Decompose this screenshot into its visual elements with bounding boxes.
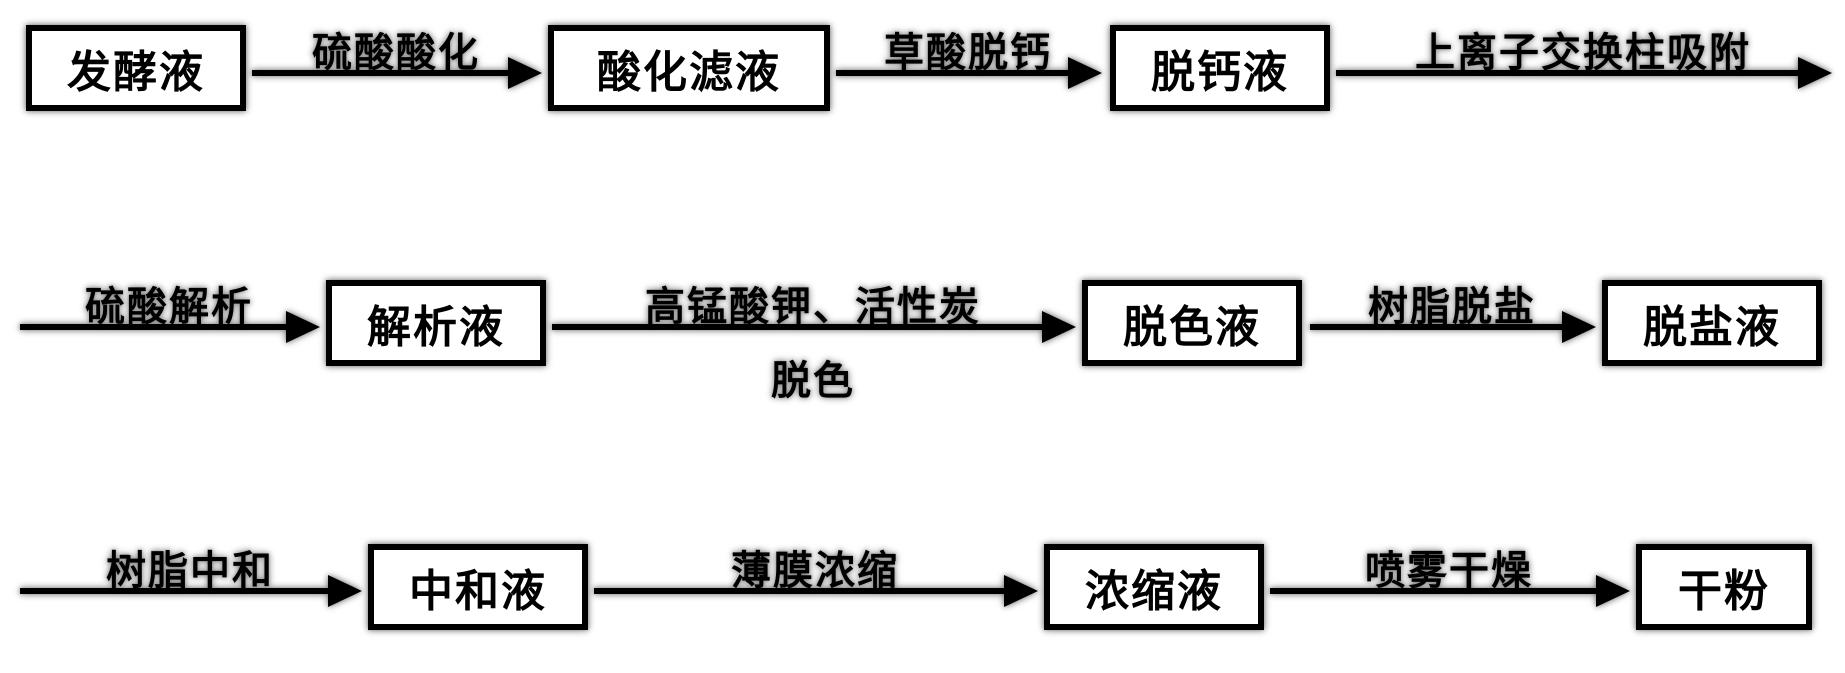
node-n_zhongheye: 中和液 (368, 544, 588, 630)
node-n_tuoseye: 脱色液 (1082, 280, 1302, 366)
node-n_suanhualvye: 酸化滤液 (548, 25, 830, 111)
arrow-label-a4-0: 硫酸解析 (85, 274, 253, 332)
arrow-label-a1-0: 硫酸酸化 (312, 20, 480, 78)
node-n_jiexiye: 解析液 (326, 280, 546, 366)
node-n_tuoyanye: 脱盐液 (1602, 280, 1822, 366)
arrow-label-a6-0: 树脂脱盐 (1368, 274, 1536, 332)
node-n_tuogaiye: 脱钙液 (1110, 25, 1330, 111)
arrow-label-a8-0: 薄膜浓缩 (731, 538, 899, 596)
node-n_nongsuoye: 浓缩液 (1044, 544, 1264, 630)
arrow-label-a5-0: 高锰酸钾、活性炭 (645, 274, 981, 332)
flowchart-canvas: 发酵液 酸化滤液 脱钙液解析液 脱色液 脱盐液中和液 浓缩液 干粉 硫酸酸化 草酸脱钙 上离子交换… (0, 0, 1845, 673)
arrow-label-a7-0: 树脂中和 (106, 538, 274, 596)
arrow-label-a9-0: 喷雾干燥 (1365, 538, 1533, 596)
arrow-label-a5-1: 脱色 (771, 348, 855, 406)
arrow-label-a2-0: 草酸脱钙 (884, 20, 1052, 78)
node-n_ganfen: 干粉 (1636, 544, 1812, 630)
node-n_fajiaoye: 发酵液 (26, 25, 246, 111)
arrow-label-a3-0: 上离子交换柱吸附 (1415, 20, 1751, 78)
